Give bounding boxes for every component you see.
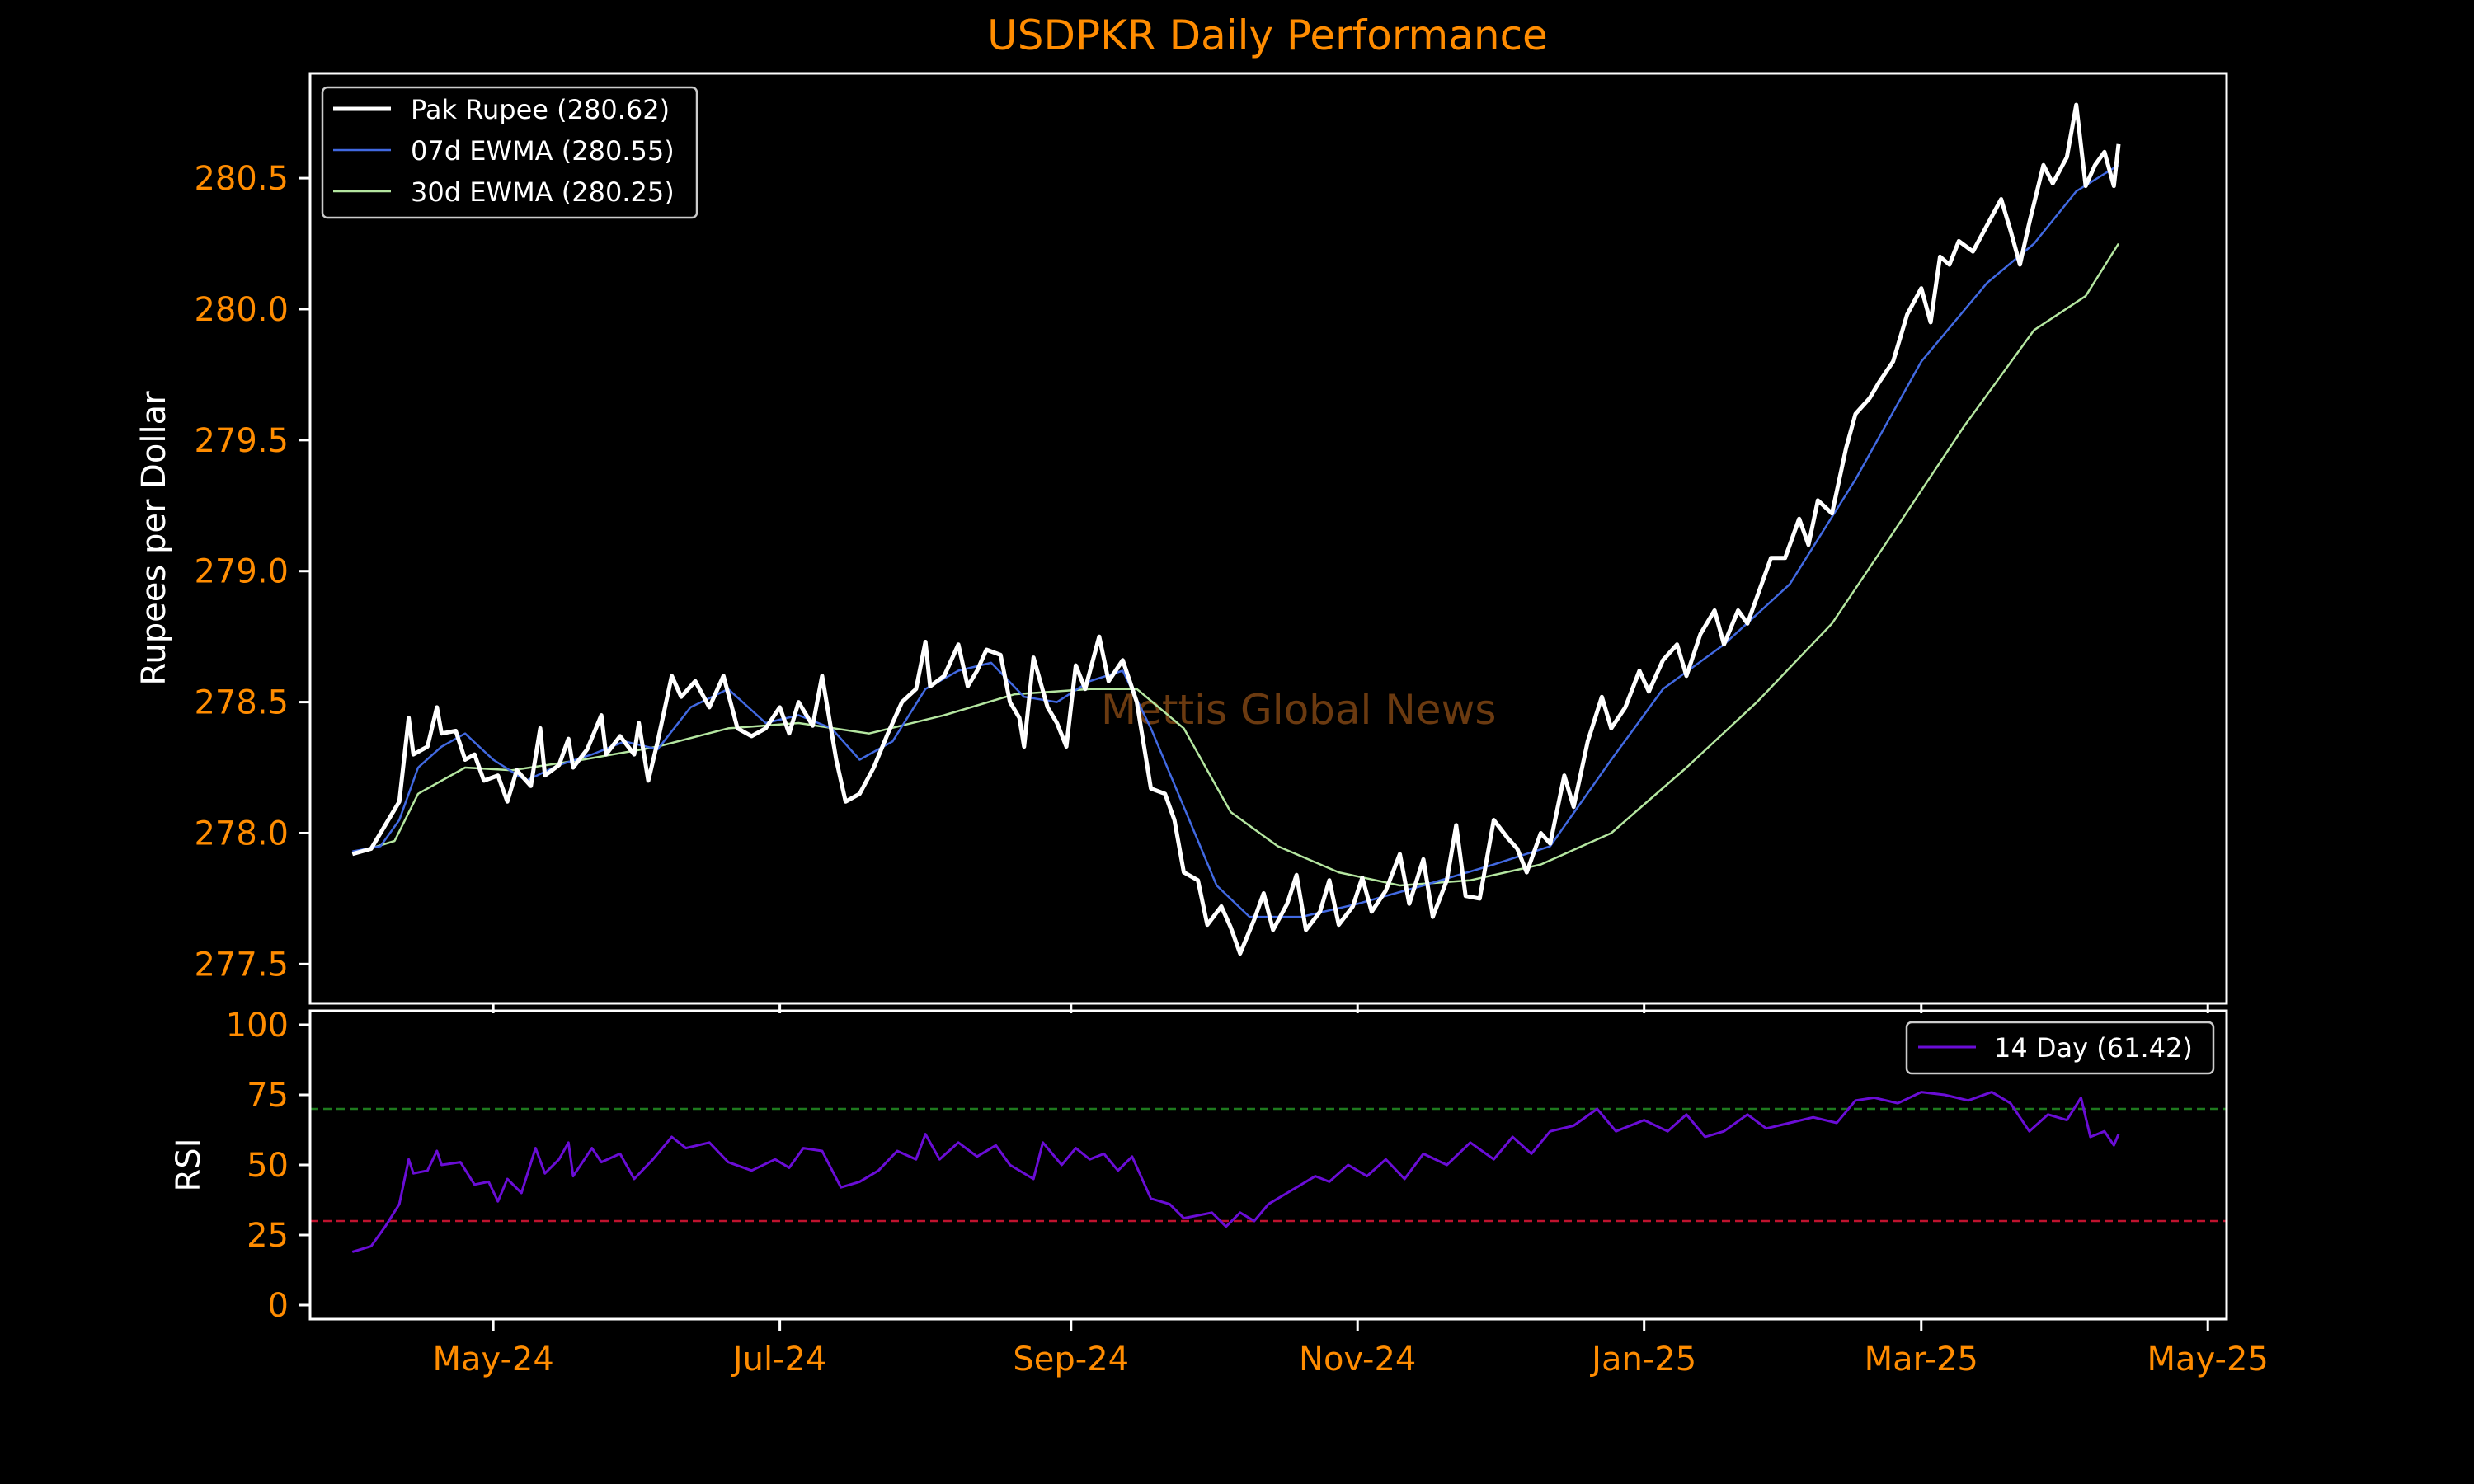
rsi-threshold-lines (310, 1107, 2227, 1223)
chart-title: USDPKR Daily Performance (987, 12, 1548, 59)
rsi-legend-box (1905, 1021, 2215, 1075)
x-tick-label: Nov-24 (1299, 1341, 1416, 1378)
price-y-tick-label: 280.0 (194, 291, 289, 329)
rsi-y-tick-label: 25 (247, 1217, 289, 1255)
rsi-plot-frame (308, 1009, 2228, 1321)
x-tick-label: Jan-25 (1589, 1341, 1696, 1378)
price-plot-frame (308, 72, 2228, 1005)
price-legend: Pak Rupee (280.62) 07d EWMA (280.55) 30d… (321, 86, 698, 219)
x-tick-label: May-24 (432, 1341, 553, 1378)
rsi-y-axis-label: RSI (170, 1139, 208, 1192)
rsi-y-tick-label: 100 (226, 1007, 289, 1045)
series-line-07d-ewma (352, 164, 2119, 918)
price-panel: Mettis Global News 277.5278.0278.5279.02… (135, 72, 2228, 1005)
price-legend-box (321, 86, 698, 219)
x-tick-label: Mar-25 (1865, 1341, 1978, 1378)
legend-label-rsi: 14 Day (61.42) (1994, 1032, 2193, 1064)
legend-label-pak-rupee: Pak Rupee (280.62) (411, 94, 670, 125)
price-y-tick-label: 278.0 (194, 815, 289, 852)
price-y-ticks: 277.5 278.0 278.5 279.0 279.5 280.0 280.5 (194, 160, 310, 984)
price-y-tick-label: 278.5 (194, 684, 289, 722)
rsi-legend: 14 Day (61.42) (1905, 1021, 2215, 1075)
price-y-axis-label: Rupees per Dollar (135, 391, 173, 686)
rsi-lines (351, 1091, 2120, 1253)
rsi-y-tick-label: 0 (268, 1287, 289, 1325)
rsi-y-tick-label: 75 (247, 1077, 289, 1115)
price-y-tick-label: 280.5 (194, 160, 289, 198)
price-y-tick-label: 279.5 (194, 422, 289, 460)
price-y-tick-label: 279.0 (194, 553, 289, 591)
x-tick-label: Jul-24 (731, 1341, 827, 1378)
price-lines (351, 102, 2121, 956)
x-tick-label: May-25 (2147, 1341, 2269, 1378)
legend-label-30d-ewma: 30d EWMA (280.25) (411, 176, 675, 208)
watermark: Mettis Global News (1101, 686, 1496, 734)
legend-label-07d-ewma: 07d EWMA (280.55) (411, 135, 675, 167)
series-line-rsi-14-day (351, 1091, 2120, 1253)
price-y-tick-label: 277.5 (194, 946, 289, 984)
rsi-y-ticks: 0 25 50 75 100 (226, 1007, 310, 1325)
x-axis-ticks: May-24 Jul-24 Sep-24 Nov-24 Jan-25 Mar-25 May-… (432, 1003, 2269, 1378)
series-line-pak-rupee (351, 102, 2121, 956)
x-tick-label: Sep-24 (1013, 1341, 1129, 1378)
rsi-y-tick-label: 50 (247, 1147, 289, 1185)
rsi-panel: 0 25 50 75 100 RSI 14 Day (61.42) (170, 1007, 2228, 1325)
